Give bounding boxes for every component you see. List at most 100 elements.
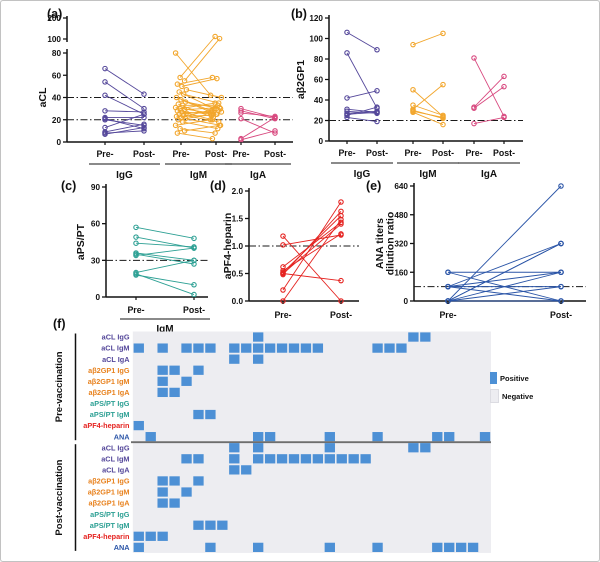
y-axis: 0 30 60 90 — [91, 183, 107, 302]
heatmap-cell — [253, 332, 264, 342]
data-point — [102, 108, 108, 114]
pair-line — [104, 123, 145, 133]
heatmap-legend: Positive Negative — [490, 372, 533, 408]
heatmap-cell — [253, 454, 264, 464]
pair-line — [473, 57, 505, 117]
pair-line — [135, 247, 195, 256]
x-tick-label: Post- — [550, 310, 572, 320]
data-point — [141, 91, 147, 97]
heatmap-cell — [241, 343, 252, 353]
heatmap-cell — [133, 420, 144, 431]
data-point — [445, 269, 451, 275]
data-point — [410, 87, 416, 93]
y-tick-label: 20 — [314, 117, 324, 126]
data-point — [338, 216, 344, 223]
y-tick-label: 0.0 — [232, 297, 244, 306]
positive-label: Positive — [500, 373, 529, 383]
panel-a-label: (a) — [47, 7, 63, 21]
pair-line — [282, 223, 342, 274]
data-point — [212, 33, 218, 40]
heatmap-cell — [396, 343, 407, 353]
panel-f-heatmap: aCL IgG aCL IgM aCL IgA aβ2GP1 IgG aβ2GP1 Ig… — [54, 331, 492, 553]
heatmap-row-label: aβ2GP1 IgG — [88, 366, 130, 375]
pair-line — [186, 89, 222, 98]
data-point — [558, 183, 564, 189]
series-IgM — [410, 30, 446, 128]
legend-negative-row: Negative — [490, 389, 533, 403]
pair-line — [412, 84, 444, 110]
data-point — [172, 122, 179, 129]
data-point — [141, 128, 147, 134]
heatmap-cell — [229, 454, 240, 464]
data-point — [338, 199, 344, 205]
pair-line — [177, 132, 213, 140]
heatmap-cell — [253, 542, 264, 552]
data-point — [501, 73, 507, 80]
heatmap-cell — [300, 454, 312, 464]
heatmap-row-label: aβ2GP1 IgM — [88, 488, 130, 497]
data-point — [374, 47, 380, 53]
y-tick-label: 60 — [314, 76, 324, 85]
pair-line — [412, 111, 444, 126]
pair-line — [447, 286, 562, 302]
heatmap-cell — [181, 343, 192, 353]
heatmap-cell — [169, 476, 180, 486]
section-label: Pre-vaccination — [54, 351, 65, 422]
data-point — [374, 118, 380, 125]
data-point — [180, 102, 186, 109]
heatmap-cell — [444, 542, 455, 552]
y-tick-label: 100 — [47, 35, 61, 44]
group-label: IgG — [116, 170, 133, 181]
pair-line — [282, 235, 342, 302]
y-axis-title: dilution ratio — [385, 212, 397, 276]
heatmap-cell — [420, 332, 431, 342]
pair-line — [179, 36, 216, 78]
heatmap-cell — [169, 498, 180, 508]
y-tick-label: 0 — [95, 293, 100, 302]
pair-line — [412, 32, 444, 46]
heatmap-cell — [408, 443, 419, 453]
data-point — [440, 30, 446, 37]
pair-line — [104, 127, 145, 135]
x-tick-label: Post- — [366, 148, 388, 158]
heatmap-cell — [253, 354, 264, 364]
data-point — [280, 233, 286, 239]
pair-line — [185, 118, 221, 126]
data-point — [374, 104, 380, 110]
heatmap-cell — [479, 432, 491, 442]
data-point — [191, 245, 197, 251]
heatmap-row-label: aβ2GP1 IgA — [89, 388, 131, 397]
data-point — [174, 130, 181, 136]
data-point — [238, 115, 244, 122]
data-point — [133, 252, 139, 259]
heatmap-row-label: aCL IgA — [102, 355, 130, 364]
y-tick-label: 640 — [394, 182, 408, 191]
heatmap-cell — [133, 531, 144, 541]
heatmap-row-label: aPF4-heparin — [83, 421, 129, 430]
pair-line — [346, 116, 378, 122]
pair-line — [135, 226, 195, 239]
pair-line — [240, 118, 276, 134]
heatmap-cell — [145, 432, 156, 442]
heatmap-cell — [205, 343, 216, 353]
heatmap-cell — [157, 531, 168, 541]
data-point — [207, 117, 214, 123]
y-tick-label: 160 — [394, 268, 408, 277]
x-tick-label: Post- — [432, 148, 454, 158]
data-point — [141, 124, 147, 131]
heatmap-cell — [324, 432, 335, 442]
heatmap-row-label: ANA — [114, 432, 131, 441]
data-point — [141, 111, 147, 117]
y-tick-label: 200 — [47, 14, 61, 23]
pair-line — [135, 274, 195, 286]
y-axis-title: aPS/PT — [75, 223, 87, 260]
data-point — [141, 109, 147, 115]
data-point — [238, 108, 244, 114]
x-tick-label: Pre- — [172, 149, 189, 159]
data-point — [209, 135, 216, 142]
x-tick-label: Post- — [264, 149, 286, 159]
data-point — [501, 114, 507, 121]
data-point — [213, 105, 219, 112]
positive-swatch — [490, 372, 497, 384]
data-point — [102, 79, 108, 85]
